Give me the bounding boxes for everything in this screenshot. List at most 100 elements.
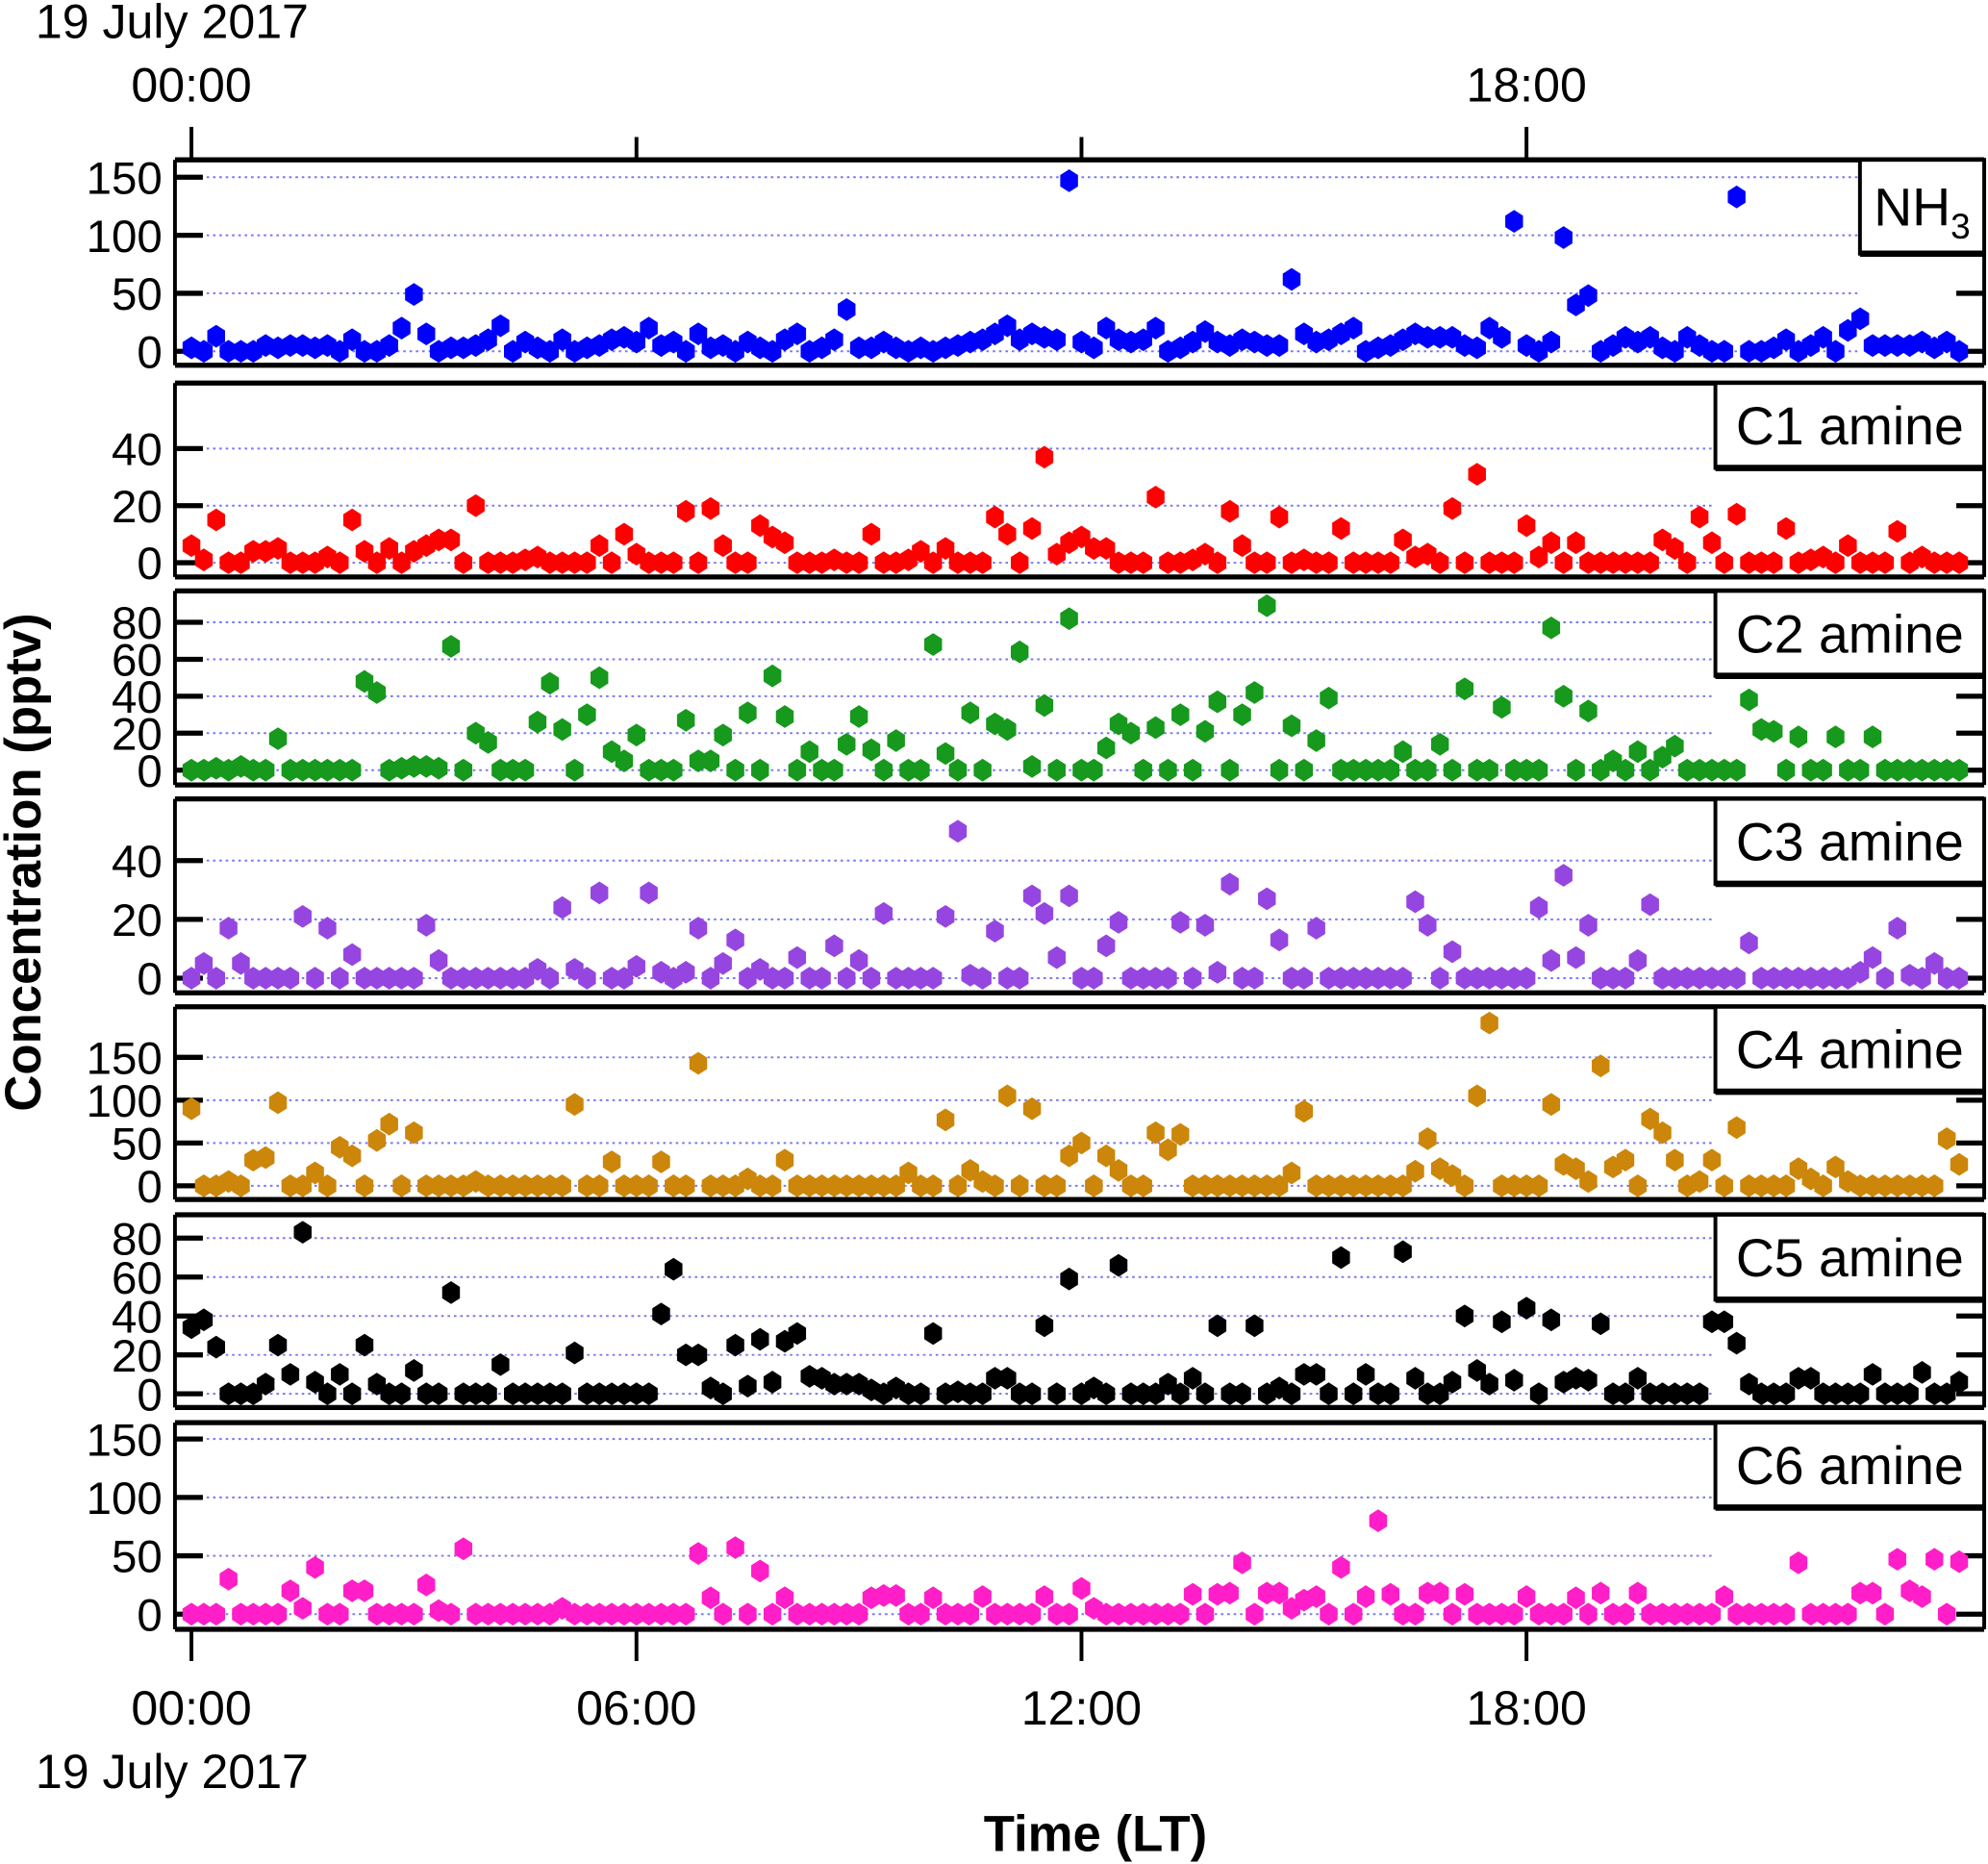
panel-label-box [1713,1212,1987,1302]
data-point [268,1602,288,1626]
data-point [1109,1253,1128,1277]
data-point [1826,340,1845,364]
data-point [293,1597,312,1621]
data-point [441,1281,461,1304]
data-point [701,967,720,990]
data-point [788,945,807,970]
data-point [1702,1602,1722,1626]
panel-label: C2 amine [1736,604,1964,664]
data-point [1208,551,1227,574]
data-point [923,1586,943,1610]
data-point [268,727,288,750]
data-point [367,681,387,704]
data-point [1430,1581,1449,1605]
data-point [1715,340,1734,364]
data-point [355,1174,374,1197]
data-point [1381,1382,1400,1406]
data-point [441,1602,461,1626]
data-point [1727,502,1746,526]
data-point [825,758,843,782]
data-point [751,1327,769,1351]
data-point [1666,734,1684,758]
data-point [1888,917,1906,940]
data-point [268,1091,288,1115]
data-point [1270,505,1289,529]
data-point [912,1602,930,1626]
data-point [1047,1382,1066,1406]
data-point [1616,1382,1635,1406]
data-point [1567,1157,1585,1180]
data-point [454,1537,473,1561]
data-point [726,1536,744,1559]
data-point [1356,1363,1375,1386]
y-tick-label: 0 [137,954,162,1005]
data-point [1220,872,1239,896]
data-point [1628,1174,1648,1197]
data-point [640,1382,658,1406]
y-tick-label: 80 [112,598,163,649]
y-tick-label: 150 [87,1415,163,1466]
data-point [1295,1099,1314,1123]
data-point [998,1367,1017,1390]
data-point [923,1174,943,1197]
data-point [676,708,695,732]
data-point [1925,951,1944,975]
data-point [1740,688,1758,712]
data-point [1850,1382,1870,1406]
data-point [973,551,992,574]
data-point [1282,267,1301,291]
x-axis-title: Time (LT) [984,1806,1207,1863]
data-point [862,738,881,762]
data-point [1047,758,1066,782]
data-point [1085,336,1103,360]
data-point [1850,307,1870,331]
panel-label: C3 amine [1736,813,1964,872]
data-point [1950,340,1969,364]
data-point [1060,1267,1078,1291]
data-point [367,1128,387,1152]
data-point [1950,551,1969,574]
data-point [689,917,708,940]
data-point [1195,1382,1215,1406]
data-point [1233,1550,1251,1574]
data-point [405,1602,423,1626]
data-point [1208,961,1227,984]
data-point [1035,1585,1054,1608]
data-point [800,740,818,764]
data-point [553,895,571,919]
data-point [1381,551,1400,574]
data-point [714,723,732,747]
panel-c1-amine: 0 20 40 C1 amine [112,380,1987,590]
data-point [1727,967,1746,990]
data-point [207,1335,225,1359]
data-point [763,1174,782,1197]
data-point [1715,1310,1734,1334]
data-point [182,534,201,558]
data-point [306,967,324,990]
data-point [1579,1602,1598,1626]
data-point [306,1161,324,1185]
data-point [1493,1310,1511,1334]
data-point [1183,1582,1202,1606]
data-point [1010,967,1029,990]
data-point [1702,531,1722,555]
data-point [479,731,497,754]
data-point [1220,1581,1239,1605]
data-point [1529,895,1548,919]
data-point [1592,1581,1610,1605]
data-point [441,528,461,552]
data-point [355,1333,374,1357]
data-point [1022,884,1042,908]
data-point [726,928,744,952]
data-point [602,1150,621,1173]
data-point [838,732,856,756]
data-point [1443,1602,1462,1626]
data-point [1468,1359,1486,1382]
data-point [479,328,497,352]
data-point [1826,551,1845,574]
data-point [1455,551,1474,574]
data-point [318,1174,337,1197]
data-point [726,758,744,782]
data-point [676,1174,695,1197]
data-point [1542,948,1561,972]
